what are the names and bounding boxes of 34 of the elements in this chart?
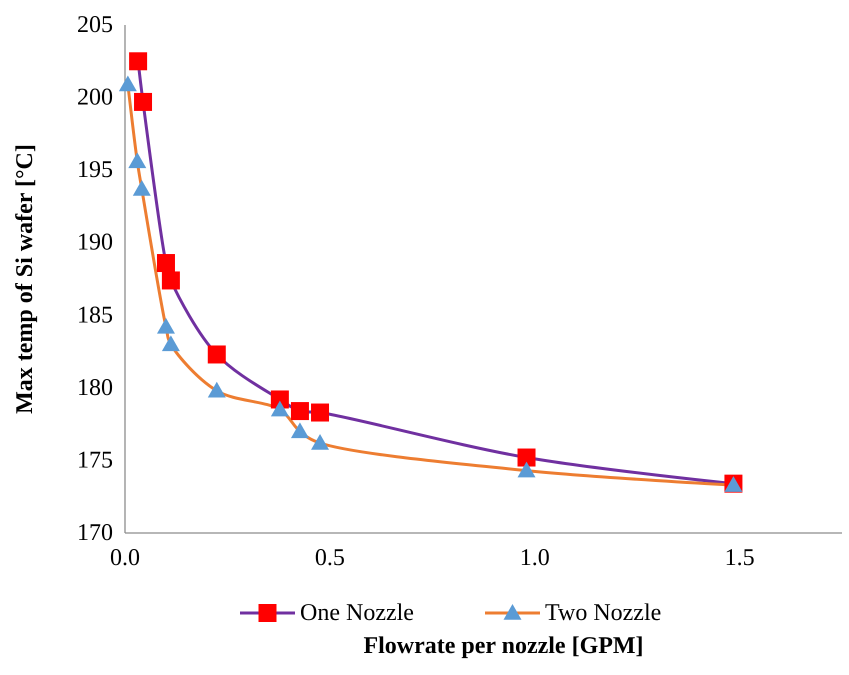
point: [311, 404, 330, 422]
x-tick-label: 0.0: [110, 545, 140, 571]
point: [290, 422, 309, 438]
y-tick-label: 200: [77, 84, 113, 111]
point: [118, 76, 137, 92]
y-tick-label: 190: [77, 230, 113, 256]
point: [518, 462, 536, 478]
y-tick-label: 205: [77, 12, 113, 38]
point: [129, 52, 148, 70]
point: [156, 254, 175, 272]
point: [128, 152, 146, 168]
point: [208, 345, 226, 364]
point: [132, 180, 151, 196]
point: [162, 271, 180, 290]
point: [134, 92, 152, 111]
point: [208, 382, 226, 398]
y-tick-label: 180: [77, 374, 113, 401]
point: [311, 434, 330, 450]
y-tick-label: 195: [77, 157, 113, 184]
legend-label: One Nozzle: [300, 600, 414, 626]
point: [162, 335, 180, 352]
point: [290, 402, 309, 420]
point: [156, 318, 175, 334]
legend-label: Two Nozzle: [545, 600, 662, 626]
y-tick-label: 175: [77, 447, 113, 474]
y-axis-title: Max temp of Si wafer [°C]: [12, 144, 38, 414]
point: [270, 400, 289, 416]
y-tick-label: 185: [77, 302, 113, 328]
x-tick-label: 1.0: [520, 545, 550, 571]
x-axis-title: Flowrate per nozzle [GPM]: [363, 633, 644, 659]
point: [518, 448, 536, 467]
x-tick-label: 0.5: [314, 545, 345, 571]
y-tick-label: 170: [77, 520, 113, 546]
x-tick-label: 1.5: [724, 545, 755, 571]
